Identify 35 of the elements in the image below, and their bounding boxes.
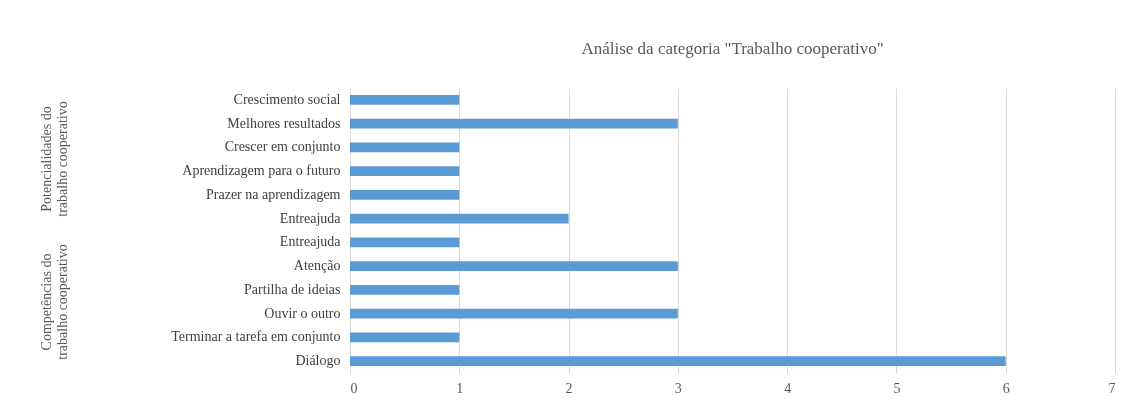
bar [350,166,460,177]
bar [350,332,460,343]
x-tick-label: 4 [784,380,792,396]
y-tick-label: Terminar a tarefa em conjunto [171,329,341,345]
x-tick-label: 5 [893,380,901,396]
y-tick-label: Crescer em conjunto [224,139,341,155]
x-tick-label: 2 [565,380,573,396]
y-tick-label: Entreajuda [279,210,342,226]
x-tick-label: 0 [350,380,358,396]
bar [350,284,460,295]
y-tick-label: Partilha de ideias [244,281,341,297]
bar [350,142,460,153]
bar [350,356,1006,367]
bar [350,189,460,200]
bar [350,261,678,272]
y-tick-label: Entreajuda [279,234,342,250]
bar [350,118,678,129]
y-tick-label: Melhores resultados [227,115,341,131]
bar [350,213,569,224]
y-tick-label: Ouvir o outro [264,305,341,321]
chart-title: Análise da categoria "Trabalho cooperativo" [581,39,884,58]
y-tick-label: Crescimento social [233,91,341,107]
text: Potencialidades do trabalho cooperativo [38,100,71,219]
x-tick-label: 1 [456,380,464,396]
y-tick-label: Prazer na aprendizagem [206,186,341,202]
bar [350,308,678,319]
x-tick-label: 3 [674,380,682,396]
x-tick-label: 7 [1108,380,1116,396]
x-tick-label: 6 [1002,380,1010,396]
y-tick-label: Diálogo [295,353,341,369]
y-tick-label: Atenção [293,258,341,274]
bar [350,237,460,248]
text: Competências do trabalho cooperativo [38,243,71,362]
y-tick-label: Aprendizagem para o futuro [182,163,341,179]
bar [350,94,460,105]
